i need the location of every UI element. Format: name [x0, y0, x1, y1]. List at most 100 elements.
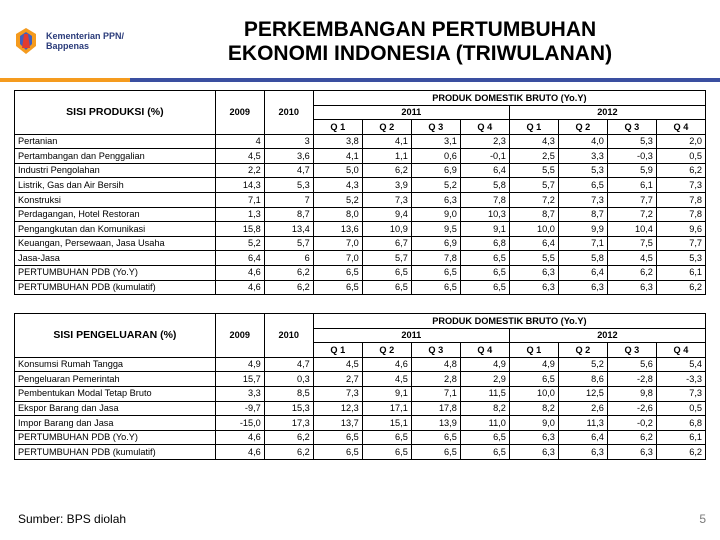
cell-value: 13,4 [264, 222, 313, 237]
row-label: Perdagangan, Hotel Restoran [15, 207, 216, 222]
cell-value: 3,3 [215, 386, 264, 401]
cell-value: 13,7 [313, 416, 362, 431]
cell-value: 9,1 [460, 222, 509, 237]
cell-value: 2,0 [656, 134, 705, 149]
cell-value: 4,0 [558, 134, 607, 149]
cell-value: 6,7 [362, 236, 411, 251]
cell-value: 6,4 [460, 163, 509, 178]
cell-value: 7,8 [460, 193, 509, 208]
cell-value: 5,2 [215, 236, 264, 251]
cell-value: 6,1 [656, 430, 705, 445]
cell-value: 4,6 [215, 280, 264, 295]
table1-rowheader: SISI PRODUKSI (%) [15, 91, 216, 135]
cell-value: 3,6 [264, 149, 313, 164]
cell-value: 7,1 [558, 236, 607, 251]
cell-value: 3,9 [362, 178, 411, 193]
cell-value: 4,5 [215, 149, 264, 164]
cell-value: 6,5 [313, 265, 362, 280]
col-q2-2011: Q 2 [362, 120, 411, 135]
cell-value: 5,6 [607, 357, 656, 372]
cell-value: 4,7 [264, 357, 313, 372]
cell-value: 6,1 [607, 178, 656, 193]
row-label: Ekspor Barang dan Jasa [15, 401, 216, 416]
cell-value: 6,2 [656, 280, 705, 295]
page-title: PERKEMBANGAN PERTUMBUHAN EKONOMI INDONES… [130, 18, 710, 66]
cell-value: 7,2 [509, 193, 558, 208]
table-row: Pengeluaran Pemerintah15,70,32,74,52,82,… [15, 372, 706, 387]
row-label: Listrik, Gas dan Air Bersih [15, 178, 216, 193]
cell-value: 4,6 [215, 265, 264, 280]
cell-value: 6,3 [509, 430, 558, 445]
header: Kementerian PPN/ Bappenas PERKEMBANGAN P… [0, 0, 720, 78]
table-row: Konsumsi Rumah Tangga4,94,74,54,64,84,94… [15, 357, 706, 372]
col-q3-2012: Q 3 [607, 343, 656, 358]
table-row: Konstruksi7,175,27,36,37,87,27,37,77,8 [15, 193, 706, 208]
cell-value: 8,7 [558, 207, 607, 222]
cell-value: 9,6 [656, 222, 705, 237]
col-q4-2011: Q 4 [460, 343, 509, 358]
cell-value: 2,7 [313, 372, 362, 387]
cell-value: 6,1 [656, 265, 705, 280]
cell-value: 6,4 [509, 236, 558, 251]
cell-value: 6,5 [362, 265, 411, 280]
cell-value: 6,3 [558, 445, 607, 460]
cell-value: 7,3 [656, 386, 705, 401]
table-row: Perdagangan, Hotel Restoran1,38,78,09,49… [15, 207, 706, 222]
cell-value: 14,3 [215, 178, 264, 193]
cell-value: 8,5 [264, 386, 313, 401]
table-row: Listrik, Gas dan Air Bersih14,35,34,33,9… [15, 178, 706, 193]
cell-value: 6,2 [264, 265, 313, 280]
cell-value: 11,0 [460, 416, 509, 431]
row-label: PERTUMBUHAN PDB (Yo.Y) [15, 430, 216, 445]
cell-value: 6,9 [411, 163, 460, 178]
cell-value: 7,3 [656, 178, 705, 193]
col-2009: 2009 [215, 91, 264, 135]
table-row: Pengangkutan dan Komunikasi15,813,413,61… [15, 222, 706, 237]
cell-value: 5,5 [509, 251, 558, 266]
cell-value: 5,7 [509, 178, 558, 193]
cell-value: 7,0 [313, 236, 362, 251]
row-label: PERTUMBUHAN PDB (kumulatif) [15, 445, 216, 460]
table-row: Pertambangan dan Penggalian4,53,64,11,10… [15, 149, 706, 164]
table-row: Impor Barang dan Jasa-15,017,313,715,113… [15, 416, 706, 431]
cell-value: 6,3 [411, 193, 460, 208]
cell-value: 6,3 [509, 445, 558, 460]
table-row: Pertanian433,84,13,12,34,34,05,32,0 [15, 134, 706, 149]
cell-value: 5,7 [264, 236, 313, 251]
cell-value: 7,3 [558, 193, 607, 208]
cell-value: 6,5 [460, 265, 509, 280]
cell-value: 1,1 [362, 149, 411, 164]
cell-value: 6,5 [460, 430, 509, 445]
cell-value: 5,9 [607, 163, 656, 178]
table-row: PERTUMBUHAN PDB (kumulatif)4,66,26,56,56… [15, 445, 706, 460]
cell-value: 17,8 [411, 401, 460, 416]
row-label: Pertanian [15, 134, 216, 149]
col-q3-2011: Q 3 [411, 120, 460, 135]
cell-value: 0,3 [264, 372, 313, 387]
table1-body: Pertanian433,84,13,12,34,34,05,32,0Perta… [15, 134, 706, 294]
cell-value: 0,5 [656, 401, 705, 416]
cell-value: 6,4 [215, 251, 264, 266]
cell-value: 5,3 [607, 134, 656, 149]
cell-value: 15,3 [264, 401, 313, 416]
cell-value: 7,1 [411, 386, 460, 401]
cell-value: 7,7 [656, 236, 705, 251]
cell-value: 7,1 [215, 193, 264, 208]
table-sisi-pengeluaran: SISI PENGELUARAN (%) 2009 2010 PRODUK DO… [14, 313, 706, 460]
cell-value: 5,3 [558, 163, 607, 178]
cell-value: 9,9 [558, 222, 607, 237]
cell-value: 8,0 [313, 207, 362, 222]
cell-value: 5,8 [460, 178, 509, 193]
cell-value: -3,3 [656, 372, 705, 387]
row-label: Pengangkutan dan Komunikasi [15, 222, 216, 237]
cell-value: 6,5 [313, 280, 362, 295]
cell-value: 6,9 [411, 236, 460, 251]
cell-value: 7,0 [313, 251, 362, 266]
page-number: 5 [699, 512, 706, 526]
cell-value: 11,5 [460, 386, 509, 401]
cell-value: 6,5 [509, 372, 558, 387]
cell-value: 6,5 [411, 430, 460, 445]
cell-value: 6,5 [362, 280, 411, 295]
cell-value: 6,5 [411, 265, 460, 280]
table2-topheader: PRODUK DOMESTIK BRUTO (Yo.Y) [313, 314, 705, 329]
